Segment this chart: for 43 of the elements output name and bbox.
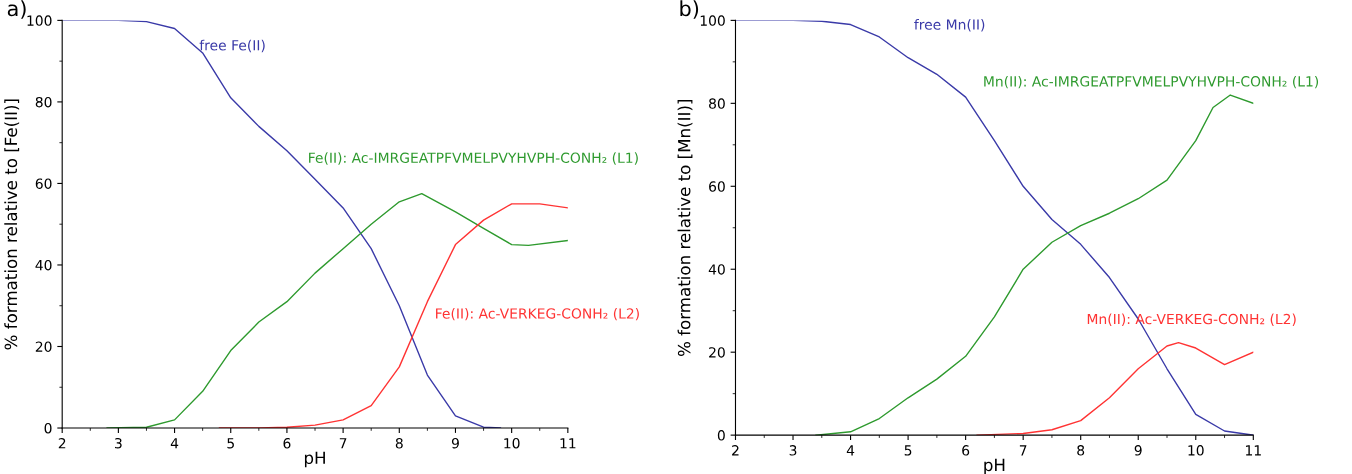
x-tick-label: 9 bbox=[451, 437, 459, 449]
x-tick-label: 4 bbox=[846, 445, 855, 456]
x-tick-label: 10 bbox=[504, 437, 520, 449]
x-tick-label: 8 bbox=[1077, 445, 1085, 456]
y-axis-title: % formation relative to [Mn(II)] bbox=[677, 99, 693, 357]
x-axis-title: pH bbox=[984, 458, 1005, 474]
chart-title: b) bbox=[680, 0, 699, 19]
chart-title: a) bbox=[7, 0, 26, 19]
series-label: free Fe(II) bbox=[199, 39, 265, 53]
x-tick-label: 4 bbox=[170, 438, 179, 449]
y-tick-label: 100 bbox=[27, 15, 52, 26]
x-tick-label: 2 bbox=[58, 437, 66, 449]
y-axis-title: % formation relative to [Fe(II)] bbox=[4, 99, 20, 350]
y-tick-label: 40 bbox=[35, 259, 52, 271]
x-tick-label: 9 bbox=[1134, 445, 1142, 456]
x-tick-label: 11 bbox=[1245, 445, 1261, 456]
text: Mn(II): Ac-IMRGEATPFVMELPVYHVPH-CONH₂ (L1) bbox=[984, 75, 1319, 89]
x-tick-label: 5 bbox=[227, 438, 234, 449]
y-tick-label: 100 bbox=[700, 15, 725, 26]
y-tick-label: 0 bbox=[717, 430, 725, 441]
x-tick-label: 6 bbox=[283, 437, 291, 449]
y-tick-label: 60 bbox=[35, 178, 52, 189]
x-tick-label: 5 bbox=[904, 445, 912, 456]
y-tick-label: 80 bbox=[35, 96, 52, 108]
y-tick-label: 80 bbox=[709, 98, 725, 109]
x-tick-label: 3 bbox=[115, 437, 122, 449]
series-label: free Mn(II) bbox=[914, 19, 985, 32]
x-axis-title: pH bbox=[304, 451, 325, 468]
x-tick-label: 10 bbox=[1188, 445, 1204, 456]
x-tick-label: 6 bbox=[962, 445, 970, 456]
series-label: Fe(II): Ac-VERKEG-CONH₂ (L2) bbox=[436, 307, 639, 321]
y-tick-label: 40 bbox=[708, 264, 725, 275]
y-tick-label: 20 bbox=[709, 347, 725, 358]
text: Fe(II): Ac-IMRGEATPFVMELPVYHVPH-CONH₂ (L1) bbox=[309, 152, 638, 165]
x-tick-label: 8 bbox=[395, 437, 403, 449]
y-tick-label: 20 bbox=[35, 341, 52, 352]
y-tick-label: 0 bbox=[44, 422, 52, 434]
y-tick-label: 60 bbox=[709, 181, 725, 192]
x-tick-label: 11 bbox=[560, 438, 576, 449]
x-tick-label: 2 bbox=[732, 445, 739, 456]
x-tick-label: 3 bbox=[789, 445, 797, 456]
x-tick-label: 7 bbox=[339, 438, 347, 449]
x-tick-label: 7 bbox=[1019, 445, 1027, 456]
